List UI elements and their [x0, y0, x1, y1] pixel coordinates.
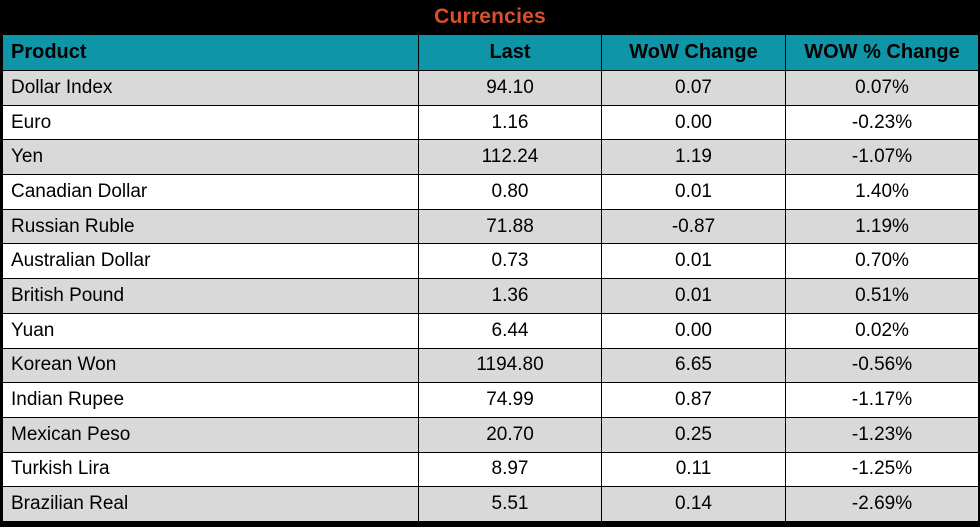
column-header-product: Product [2, 34, 419, 71]
wow-change-cell: 0.11 [601, 451, 786, 488]
wow-pct-change-cell: -2.69% [785, 486, 979, 522]
wow-change-cell: 0.25 [601, 416, 786, 453]
wow-change-cell: 1.19 [601, 139, 786, 176]
wow-pct-change-cell: -1.25% [785, 451, 979, 488]
product-cell: Australian Dollar [2, 243, 419, 280]
table-row: Mexican Peso 20.70 0.25 -1.23% [2, 416, 979, 453]
last-cell: 20.70 [418, 416, 602, 453]
product-cell: Turkish Lira [2, 451, 419, 488]
table-title-bar: Currencies [2, 0, 978, 34]
wow-pct-change-cell: 0.07% [785, 70, 979, 106]
last-cell: 1.36 [418, 278, 602, 314]
product-cell: British Pound [2, 278, 419, 314]
wow-pct-change-cell: -1.17% [785, 382, 979, 418]
wow-change-cell: 0.01 [601, 174, 786, 210]
table-row: Australian Dollar 0.73 0.01 0.70% [2, 243, 979, 280]
wow-pct-change-cell: 0.51% [785, 278, 979, 314]
table-body: Dollar Index 94.10 0.07 0.07% Euro 1.16 … [2, 70, 979, 522]
wow-change-cell: 6.65 [601, 347, 786, 384]
wow-change-cell: 0.07 [601, 70, 786, 106]
wow-pct-change-cell: -1.23% [785, 416, 979, 453]
table-row: Canadian Dollar 0.80 0.01 1.40% [2, 174, 979, 210]
product-cell: Canadian Dollar [2, 174, 419, 210]
table-title: Currencies [434, 5, 546, 28]
table-row: Brazilian Real 5.51 0.14 -2.69% [2, 486, 979, 522]
table-row: Yen 112.24 1.19 -1.07% [2, 139, 979, 176]
table-header: Product Last WoW Change WOW % Change [2, 34, 979, 71]
product-cell: Korean Won [2, 347, 419, 384]
last-cell: 71.88 [418, 208, 602, 245]
wow-change-cell: -0.87 [601, 208, 786, 245]
last-cell: 1.16 [418, 104, 602, 141]
table-row: British Pound 1.36 0.01 0.51% [2, 278, 979, 314]
column-header-wow-pct-change: WOW % Change [785, 34, 979, 71]
table-row: Turkish Lira 8.97 0.11 -1.25% [2, 451, 979, 488]
table-row: Yuan 6.44 0.00 0.02% [2, 312, 979, 349]
product-cell: Russian Ruble [2, 208, 419, 245]
wow-pct-change-cell: 0.02% [785, 312, 979, 349]
last-cell: 6.44 [418, 312, 602, 349]
table-row: Dollar Index 94.10 0.07 0.07% [2, 70, 979, 106]
wow-change-cell: 0.00 [601, 312, 786, 349]
last-cell: 5.51 [418, 486, 602, 522]
wow-change-cell: 0.87 [601, 382, 786, 418]
product-cell: Mexican Peso [2, 416, 419, 453]
last-cell: 0.80 [418, 174, 602, 210]
last-cell: 1194.80 [418, 347, 602, 384]
product-cell: Brazilian Real [2, 486, 419, 522]
wow-change-cell: 0.14 [601, 486, 786, 522]
wow-pct-change-cell: 0.70% [785, 243, 979, 280]
wow-pct-change-cell: 1.40% [785, 174, 979, 210]
wow-pct-change-cell: -0.23% [785, 104, 979, 141]
wow-change-cell: 0.01 [601, 243, 786, 280]
wow-pct-change-cell: -1.07% [785, 139, 979, 176]
wow-pct-change-cell: 1.19% [785, 208, 979, 245]
product-cell: Yen [2, 139, 419, 176]
product-cell: Indian Rupee [2, 382, 419, 418]
column-header-wow-change: WoW Change [601, 34, 786, 71]
table-row: Euro 1.16 0.00 -0.23% [2, 104, 979, 141]
product-cell: Euro [2, 104, 419, 141]
last-cell: 94.10 [418, 70, 602, 106]
wow-pct-change-cell: -0.56% [785, 347, 979, 384]
wow-change-cell: 0.00 [601, 104, 786, 141]
table-row: Russian Ruble 71.88 -0.87 1.19% [2, 208, 979, 245]
currencies-table: Product Last WoW Change WOW % Change Dol… [2, 34, 979, 522]
last-cell: 112.24 [418, 139, 602, 176]
last-cell: 0.73 [418, 243, 602, 280]
wow-change-cell: 0.01 [601, 278, 786, 314]
column-header-last: Last [418, 34, 602, 71]
table-header-row: Product Last WoW Change WOW % Change [2, 34, 979, 71]
table-row: Indian Rupee 74.99 0.87 -1.17% [2, 382, 979, 418]
product-cell: Dollar Index [2, 70, 419, 106]
last-cell: 74.99 [418, 382, 602, 418]
product-cell: Yuan [2, 312, 419, 349]
table-row: Korean Won 1194.80 6.65 -0.56% [2, 347, 979, 384]
last-cell: 8.97 [418, 451, 602, 488]
